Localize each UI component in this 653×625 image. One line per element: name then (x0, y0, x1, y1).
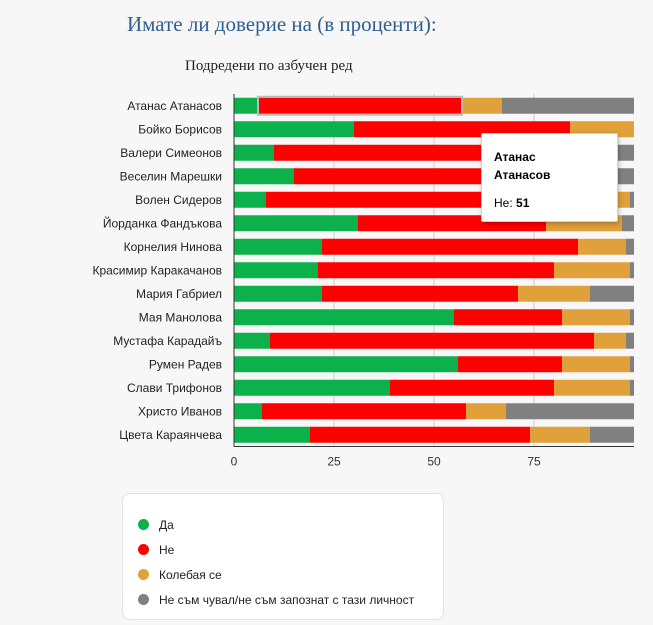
category-label: Бойко Борисов (138, 122, 222, 136)
category-label: Красимир Каракачанов (92, 263, 222, 277)
bar-segment[interactable] (618, 144, 634, 161)
bar-segment[interactable] (234, 379, 390, 396)
category-label: Йорданка Фандъкова (103, 215, 222, 230)
tooltip-value-row: Не: 51 (494, 196, 530, 210)
bar-segment[interactable] (554, 379, 630, 396)
legend-item-unknown[interactable]: Не съм чувал/не съм запознат с тази личн… (138, 587, 443, 612)
tooltip-category: Атанас Атанасов (494, 148, 564, 184)
bar-segment[interactable] (234, 168, 294, 185)
bar-segment[interactable] (466, 403, 506, 420)
bar-segment[interactable] (234, 144, 274, 161)
bar-segment[interactable] (234, 121, 354, 138)
legend-dot-yes-icon (138, 519, 149, 530)
bar-segment[interactable] (458, 356, 562, 373)
category-label: Корнелия Нинова (124, 240, 223, 254)
bar-segment[interactable] (630, 379, 634, 396)
bar-segment[interactable] (630, 309, 634, 326)
bar-segment[interactable] (310, 426, 530, 443)
legend-label-no: Не (159, 542, 175, 557)
bar-segment[interactable] (554, 262, 630, 279)
bar-segment[interactable] (462, 97, 502, 114)
x-tick-label: 25 (327, 455, 341, 469)
bar-segment[interactable] (262, 403, 466, 420)
tooltip-series-label: Не (494, 196, 510, 210)
category-label: Веселин Марешки (120, 169, 222, 183)
bar-segment[interactable] (626, 332, 634, 349)
bar-segment[interactable] (618, 168, 634, 185)
bar-segment[interactable] (234, 215, 358, 232)
category-label: Волен Сидеров (135, 193, 222, 207)
bar-segment[interactable] (234, 262, 318, 279)
x-tick-label: 75 (527, 455, 541, 469)
legend-label-yes: Да (159, 517, 174, 532)
bar-segment[interactable] (234, 332, 270, 349)
bar-segment[interactable] (506, 403, 634, 420)
bar-segment[interactable] (530, 426, 590, 443)
bar-segment[interactable] (322, 238, 578, 255)
category-label: Румен Радев (149, 357, 222, 371)
category-label: Мария Габриел (136, 287, 222, 301)
legend-item-yes[interactable]: Да (138, 512, 443, 537)
bar-hover-outline (257, 95, 463, 116)
bar-segment[interactable] (318, 262, 554, 279)
category-label: Мустафа Карадайъ (113, 334, 222, 348)
bar-segment[interactable] (630, 191, 634, 208)
category-label: Валери Симеонов (120, 146, 222, 160)
legend-dot-unknown-icon (138, 594, 149, 605)
bar-segment[interactable] (630, 356, 634, 373)
bar-segment[interactable] (502, 97, 634, 114)
legend-label-unknown: Не съм чувал/не съм запознат с тази личн… (159, 592, 415, 607)
bar-segment[interactable] (234, 285, 322, 302)
bar-segment[interactable] (234, 356, 458, 373)
bar-segment[interactable] (258, 97, 462, 114)
tooltip-name-line2: Атанасов (494, 168, 551, 182)
bar-segment[interactable] (390, 379, 554, 396)
category-label: Мая Манолова (139, 310, 223, 324)
legend-label-undecided: Колебая се (159, 567, 222, 582)
category-label: Цвета Караянчева (119, 428, 222, 442)
bar-segment[interactable] (594, 332, 626, 349)
tooltip-name-line1: Атанас (494, 150, 536, 164)
bar-segment[interactable] (234, 426, 310, 443)
bar-segment[interactable] (234, 191, 266, 208)
bar-segment[interactable] (234, 309, 454, 326)
bar-segment[interactable] (590, 285, 634, 302)
bar-segment[interactable] (622, 215, 634, 232)
bar-segment[interactable] (630, 262, 634, 279)
bar-segment[interactable] (234, 238, 322, 255)
page-title: Имате ли доверие на (в проценти): (127, 12, 437, 36)
chart-tooltip: Атанас Атанасов Не: 51 (481, 133, 618, 222)
category-label: Слави Трифонов (127, 381, 222, 395)
bar-segment[interactable] (234, 97, 258, 114)
chart-legend: Да Не Колебая се Не съм чувал/не съм зап… (122, 493, 444, 620)
bar-segment[interactable] (578, 238, 626, 255)
bar-segment[interactable] (454, 309, 562, 326)
category-label: Христо Иванов (138, 404, 222, 418)
bar-segment[interactable] (590, 426, 634, 443)
bar-segment[interactable] (562, 356, 630, 373)
legend-dot-undecided-icon (138, 569, 149, 580)
legend-dot-no-icon (138, 544, 149, 555)
bar-segment[interactable] (562, 309, 630, 326)
bar-segment[interactable] (626, 238, 634, 255)
legend-item-no[interactable]: Не (138, 537, 443, 562)
bar-segment[interactable] (322, 285, 518, 302)
chart-subtitle: Подредени по азбучен ред (185, 58, 353, 74)
bar-segment[interactable] (518, 285, 590, 302)
legend-item-undecided[interactable]: Колебая се (138, 562, 443, 587)
x-tick-label: 0 (231, 455, 238, 469)
tooltip-value: 51 (516, 196, 530, 210)
bar-segment[interactable] (270, 332, 594, 349)
category-label: Атанас Атанасов (127, 99, 222, 113)
x-tick-label: 50 (427, 455, 441, 469)
bar-segment[interactable] (234, 403, 262, 420)
